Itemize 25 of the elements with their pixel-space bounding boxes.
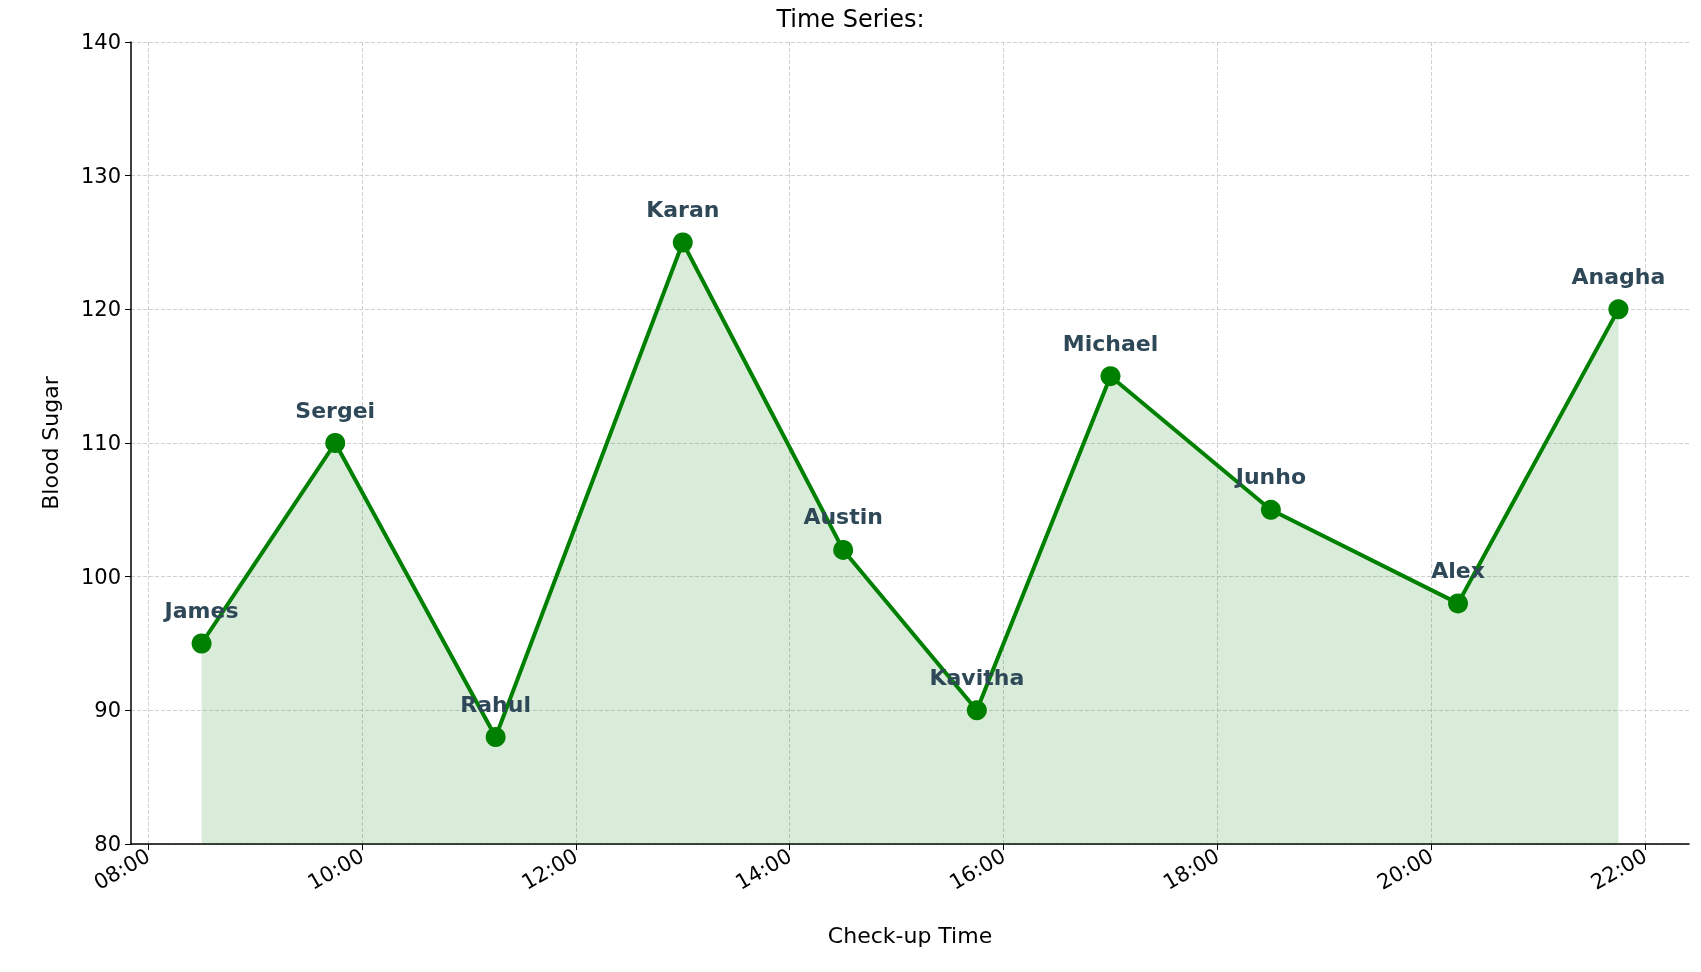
annotation: Junho — [1233, 464, 1307, 490]
y-tick-label: 130 — [80, 163, 121, 188]
point — [833, 539, 854, 560]
y-tick-label: 90 — [94, 698, 121, 723]
point — [1448, 593, 1469, 614]
annotation: Sergei — [295, 397, 376, 423]
point — [1100, 366, 1121, 387]
point — [672, 232, 693, 253]
point — [485, 727, 506, 748]
y-tick-label: 140 — [80, 30, 121, 54]
point — [191, 633, 212, 654]
y-tick-label: 120 — [80, 297, 121, 322]
point — [1608, 299, 1629, 320]
y-tick-label: 110 — [80, 431, 121, 455]
point — [325, 433, 346, 453]
x-axis-title: Check-up Time — [827, 922, 993, 948]
y-tick-label: 80 — [94, 832, 121, 856]
annotation: Michael — [1062, 330, 1159, 356]
y-tick-label: 100 — [80, 564, 121, 589]
point — [1260, 499, 1281, 520]
annotation: Karan — [646, 197, 720, 222]
point — [966, 700, 987, 721]
y-axis-title: Blood Sugar — [37, 375, 63, 510]
chart-title: Time Series: — [775, 5, 925, 33]
annotation: Anagha — [1571, 263, 1666, 289]
